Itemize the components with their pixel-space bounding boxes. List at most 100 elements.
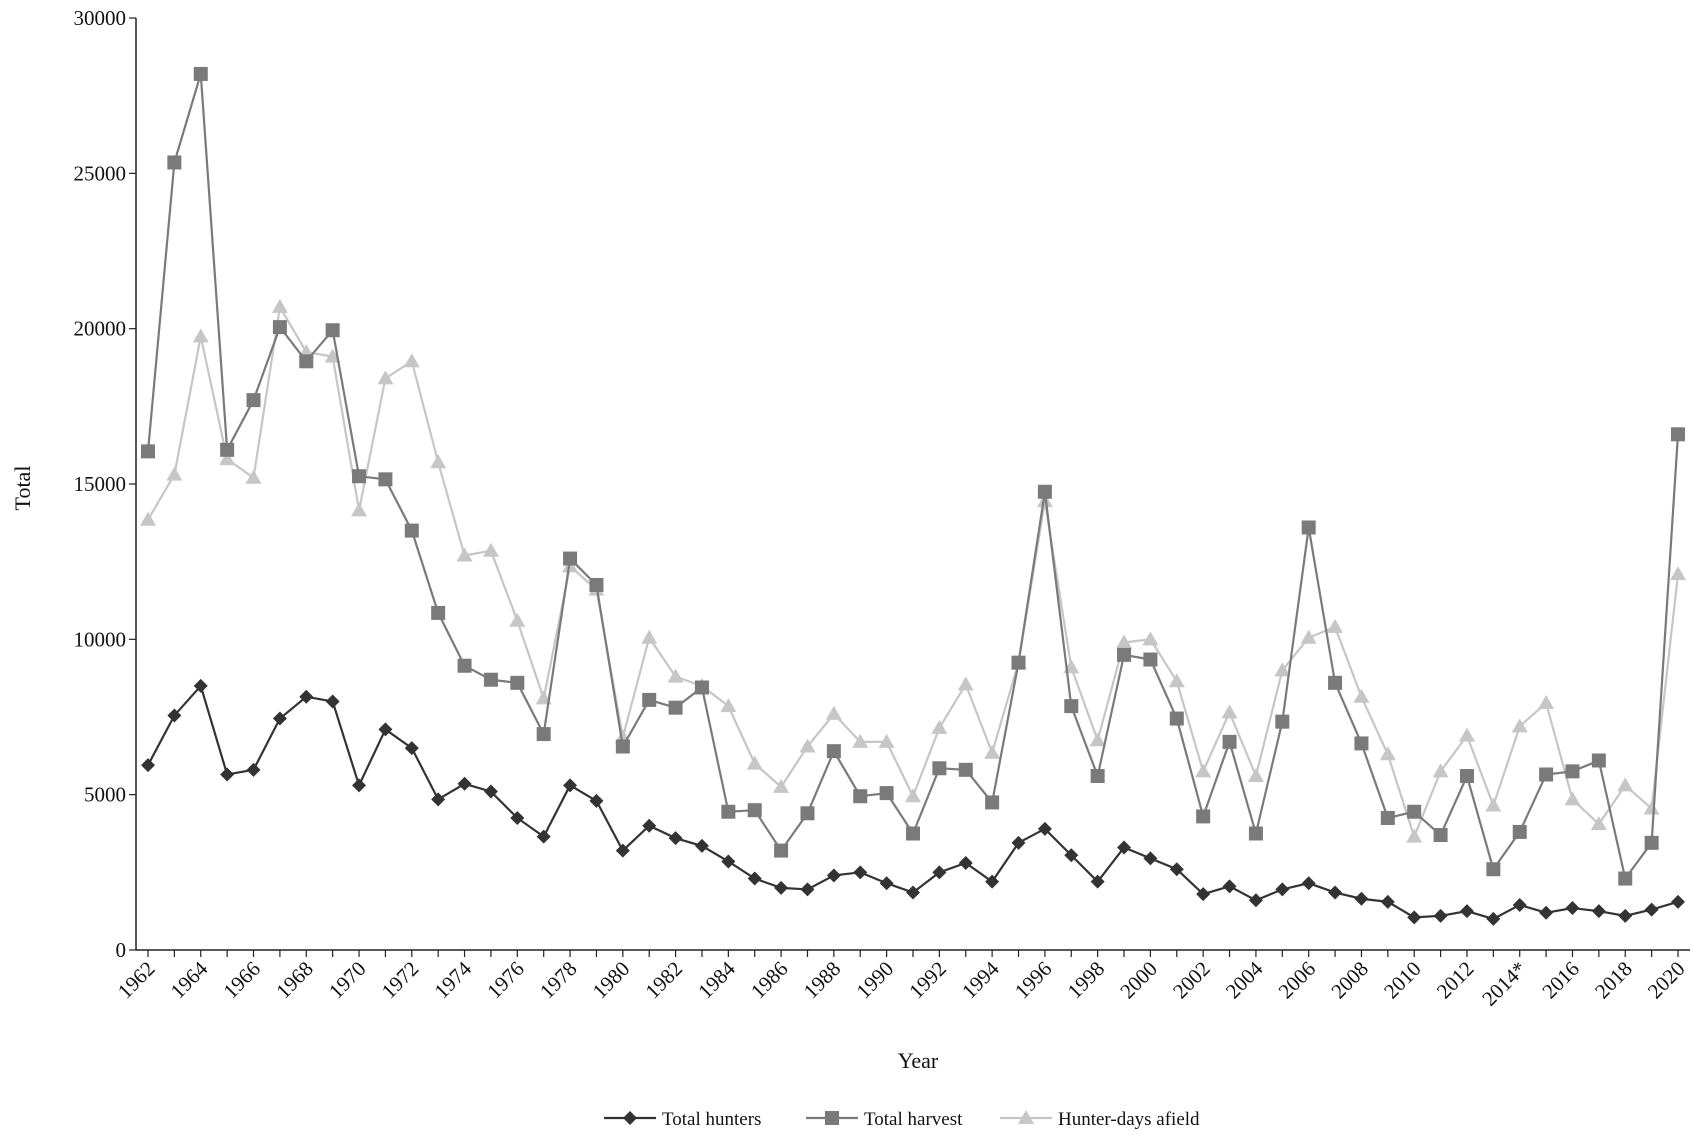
data-point-total-hunters	[1222, 879, 1237, 894]
data-point-total-hunters	[1117, 840, 1132, 855]
data-point-hunter-days-afield	[773, 778, 790, 793]
y-tick-label: 25000	[74, 161, 127, 185]
data-point-hunter-days-afield	[1300, 629, 1317, 644]
y-tick-label: 30000	[74, 6, 127, 30]
data-point-total-harvest	[879, 786, 894, 801]
data-point-total-hunters	[747, 871, 762, 886]
data-point-total-hunters	[668, 831, 683, 846]
y-tick-label: 15000	[74, 472, 127, 496]
data-point-total-hunters	[246, 762, 261, 777]
data-point-total-hunters	[800, 882, 815, 897]
data-point-hunter-days-afield	[1142, 631, 1159, 646]
data-point-total-hunters	[1644, 902, 1659, 917]
data-point-total-harvest	[615, 739, 630, 754]
data-point-total-harvest	[1037, 484, 1052, 499]
data-point-total-hunters	[563, 778, 578, 793]
data-point-total-hunters	[1011, 835, 1026, 850]
data-point-total-hunters	[1380, 894, 1395, 909]
data-point-hunter-days-afield	[1221, 704, 1238, 719]
x-tick-label: 1984	[693, 956, 740, 1003]
data-point-total-hunters	[1433, 908, 1448, 923]
data-point-hunter-days-afield	[271, 298, 288, 313]
data-point-total-hunters	[1407, 910, 1422, 925]
y-tick-label: 20000	[74, 317, 127, 341]
data-point-total-hunters	[1618, 908, 1633, 923]
data-point-hunter-days-afield	[957, 676, 974, 691]
series-total-hunters	[141, 678, 1685, 926]
plot-area	[140, 66, 1686, 926]
data-point-hunter-days-afield	[482, 542, 499, 557]
data-point-total-harvest	[536, 727, 551, 742]
data-point-total-harvest	[1380, 810, 1395, 825]
data-point-hunter-days-afield	[1116, 634, 1133, 649]
data-point-hunter-days-afield	[1538, 695, 1555, 710]
legend-label: Total harvest	[864, 1109, 963, 1130]
legend-item-total-hunters: Total hunters	[604, 1109, 761, 1130]
data-point-hunter-days-afield	[1432, 763, 1449, 778]
data-point-total-hunters	[1512, 897, 1527, 912]
data-point-hunter-days-afield	[140, 511, 156, 526]
x-tick-label: 1964	[166, 956, 213, 1003]
data-point-total-harvest	[299, 354, 314, 369]
series-hunter-days-afield	[140, 298, 1686, 843]
x-tick-label: 2012	[1432, 957, 1479, 1004]
data-point-total-hunters	[378, 722, 393, 737]
data-point-hunter-days-afield	[1195, 763, 1212, 778]
data-point-total-hunters	[325, 694, 340, 709]
data-point-total-hunters	[932, 865, 947, 880]
x-tick-label: 1966	[218, 957, 265, 1004]
data-point-hunter-days-afield	[430, 454, 447, 469]
x-tick-label: 2008	[1326, 957, 1373, 1004]
data-point-hunter-days-afield	[1485, 797, 1502, 812]
data-point-hunter-days-afield	[746, 755, 763, 770]
data-point-total-harvest	[1618, 871, 1633, 886]
data-point-total-harvest	[1512, 824, 1527, 839]
x-tick-label: 2002	[1168, 957, 1215, 1004]
data-point-hunter-days-afield	[1089, 732, 1106, 747]
x-tick-label: 1992	[904, 957, 951, 1004]
data-point-hunter-days-afield	[799, 738, 816, 753]
data-point-total-hunters	[1064, 848, 1079, 863]
data-point-total-harvest	[1539, 767, 1554, 782]
data-point-total-harvest	[1222, 734, 1237, 749]
data-point-total-harvest	[1301, 520, 1316, 535]
data-point-total-hunters	[774, 880, 789, 895]
data-point-total-harvest	[668, 700, 683, 715]
data-point-hunter-days-afield	[219, 451, 236, 466]
data-point-total-harvest	[694, 680, 709, 695]
data-point-total-harvest	[800, 806, 815, 821]
data-point-hunter-days-afield	[1168, 673, 1185, 688]
data-point-total-harvest	[325, 323, 340, 338]
data-point-total-harvest	[747, 803, 762, 818]
data-point-total-harvest	[141, 444, 155, 459]
data-point-total-hunters	[1486, 911, 1501, 926]
data-point-total-harvest	[220, 442, 235, 457]
data-point-total-harvest	[826, 744, 841, 759]
data-point-total-hunters	[193, 678, 208, 693]
data-point-total-harvest	[642, 692, 657, 707]
data-point-hunter-days-afield	[1511, 718, 1528, 733]
y-axis-title: Total	[10, 466, 35, 511]
data-point-hunter-days-afield	[1379, 746, 1396, 761]
data-point-total-hunters	[510, 810, 525, 825]
data-point-total-harvest	[1117, 647, 1132, 662]
data-point-total-hunters	[1275, 882, 1290, 897]
data-point-total-harvest	[483, 672, 498, 687]
data-point-total-harvest	[906, 826, 920, 841]
data-point-total-harvest	[1064, 699, 1079, 714]
series-line-total-hunters	[147, 683, 1679, 921]
data-point-hunter-days-afield	[852, 733, 869, 748]
data-point-total-harvest	[1090, 769, 1105, 784]
data-point-hunter-days-afield	[324, 348, 341, 363]
data-point-total-hunters	[272, 711, 287, 726]
data-point-hunter-days-afield	[641, 629, 658, 644]
x-tick-label: 2006	[1274, 957, 1321, 1004]
data-point-total-harvest	[246, 393, 261, 408]
data-point-total-hunters	[1301, 876, 1316, 891]
data-point-hunter-days-afield	[984, 744, 1001, 759]
data-point-hunter-days-afield	[1274, 662, 1291, 677]
data-point-total-hunters	[1539, 905, 1554, 920]
data-point-hunter-days-afield	[1564, 791, 1581, 806]
legend-item-total-harvest: Total harvest	[806, 1109, 963, 1130]
data-point-total-hunters	[985, 874, 1000, 889]
